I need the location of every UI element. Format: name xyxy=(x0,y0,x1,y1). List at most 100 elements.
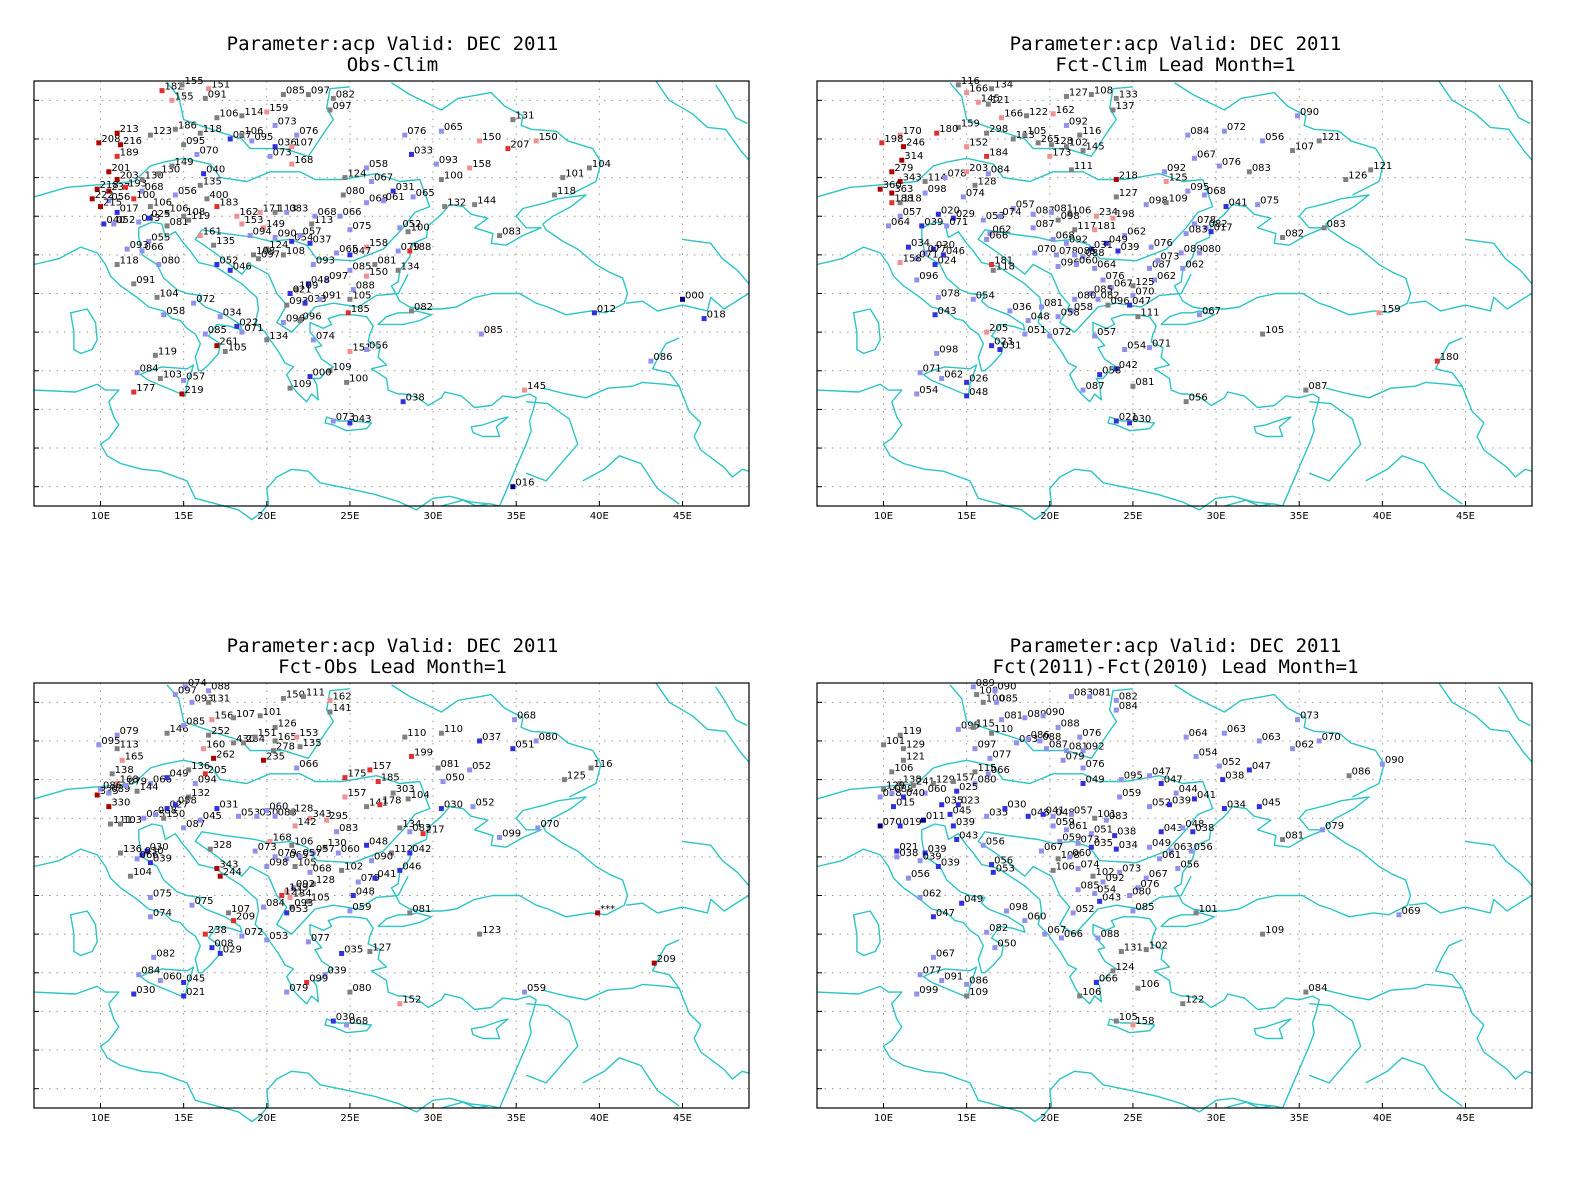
station-value: 031 xyxy=(1094,240,1113,251)
station-marker xyxy=(985,101,991,107)
station-marker xyxy=(186,217,192,223)
station-marker xyxy=(1063,748,1069,754)
station-value: 149 xyxy=(266,219,285,230)
station-marker xyxy=(161,815,167,821)
station-value: 093 xyxy=(294,898,313,909)
station-value: 062 xyxy=(1295,740,1314,751)
station-value: 061 xyxy=(1162,850,1181,861)
station-marker xyxy=(989,86,995,92)
station-value: 430 xyxy=(236,734,255,745)
station-marker xyxy=(342,794,348,800)
station-marker xyxy=(935,864,941,870)
station-marker xyxy=(651,960,657,966)
station-value: 203 xyxy=(969,163,988,174)
station-marker xyxy=(1130,908,1136,914)
station-value: 098 xyxy=(1061,211,1080,222)
station-value: 175 xyxy=(347,769,366,780)
station-value: 056 xyxy=(111,192,130,203)
station-value: 127 xyxy=(372,943,391,954)
panel-title: Parameter:acp Valid: DEC 2011 xyxy=(226,635,559,657)
station-value: 141 xyxy=(332,703,351,714)
station-value: 056 xyxy=(1180,859,1199,870)
station-value: 198 xyxy=(1115,209,1134,220)
station-marker xyxy=(272,144,278,150)
station-value: 065 xyxy=(416,188,435,199)
station-marker xyxy=(930,914,936,920)
station-value: 126 xyxy=(1348,171,1367,182)
station-value: 044 xyxy=(1179,784,1198,795)
station-marker xyxy=(889,790,895,796)
coastline xyxy=(655,80,750,161)
station-marker xyxy=(897,780,903,786)
coastline xyxy=(1173,194,1412,316)
station-marker xyxy=(930,780,936,786)
station-marker xyxy=(98,786,104,792)
station-value: 073 xyxy=(273,147,292,158)
station-marker xyxy=(588,765,594,771)
station-marker xyxy=(877,823,883,829)
station-marker xyxy=(1092,333,1098,339)
station-marker xyxy=(1183,734,1189,740)
station-marker xyxy=(402,132,408,138)
station-value: 106 xyxy=(1072,205,1091,216)
station-marker xyxy=(1135,885,1141,891)
station-value: 029 xyxy=(223,944,242,955)
station-marker xyxy=(1072,252,1078,258)
station-marker xyxy=(159,88,165,94)
station-value: 116 xyxy=(1082,126,1101,137)
station-marker xyxy=(1068,167,1074,173)
station-marker xyxy=(1191,796,1197,802)
station-value: 097 xyxy=(332,101,351,112)
station-marker xyxy=(335,850,341,856)
station-value: 056 xyxy=(994,856,1013,867)
station-marker xyxy=(241,740,247,746)
station-value: 066 xyxy=(145,242,164,253)
station-marker xyxy=(1077,993,1083,999)
station-value: 045 xyxy=(186,973,205,984)
station-value: 049 xyxy=(170,769,189,780)
coastline xyxy=(377,310,433,326)
station-marker xyxy=(897,823,903,829)
station-value: 246 xyxy=(906,138,925,149)
station-value: 072 xyxy=(244,927,263,938)
station-value: 168 xyxy=(273,832,292,843)
station-value: 155 xyxy=(175,91,194,102)
station-marker xyxy=(324,277,330,283)
station-marker xyxy=(297,318,303,324)
station-marker xyxy=(122,184,128,190)
station-value: 102 xyxy=(1096,867,1115,878)
station-value: 092 xyxy=(296,879,315,890)
station-marker xyxy=(970,296,976,302)
station-value: 166 xyxy=(1004,109,1023,120)
station-marker xyxy=(1290,746,1296,752)
station-marker xyxy=(1108,285,1114,291)
station-marker xyxy=(189,699,195,705)
x-tick-label: 20E xyxy=(1040,511,1059,522)
station-marker xyxy=(257,209,263,215)
coastline xyxy=(1498,686,1531,727)
station-marker xyxy=(910,782,916,788)
station-value: 188 xyxy=(894,194,913,205)
station-value: 049 xyxy=(1086,774,1105,785)
station-marker xyxy=(1260,931,1266,937)
station-value: 116 xyxy=(594,759,613,770)
station-marker xyxy=(197,130,203,136)
station-marker xyxy=(1010,136,1016,142)
station-marker xyxy=(939,802,945,808)
station-value: 145 xyxy=(981,93,1000,104)
station-value: 183 xyxy=(219,198,238,209)
station-marker xyxy=(264,937,270,943)
station-value: 081 xyxy=(1069,742,1088,753)
station-marker xyxy=(302,300,308,306)
station-marker xyxy=(920,817,926,823)
station-marker xyxy=(147,914,153,920)
station-marker xyxy=(1113,418,1119,424)
station-marker xyxy=(312,213,318,219)
station-marker xyxy=(1092,227,1098,233)
station-marker xyxy=(337,213,343,219)
station-value: 070 xyxy=(540,819,559,830)
station-value: 035 xyxy=(989,807,1008,818)
coastline xyxy=(33,221,537,507)
station-value: 039 xyxy=(924,217,943,228)
station-value: 182 xyxy=(165,82,184,93)
